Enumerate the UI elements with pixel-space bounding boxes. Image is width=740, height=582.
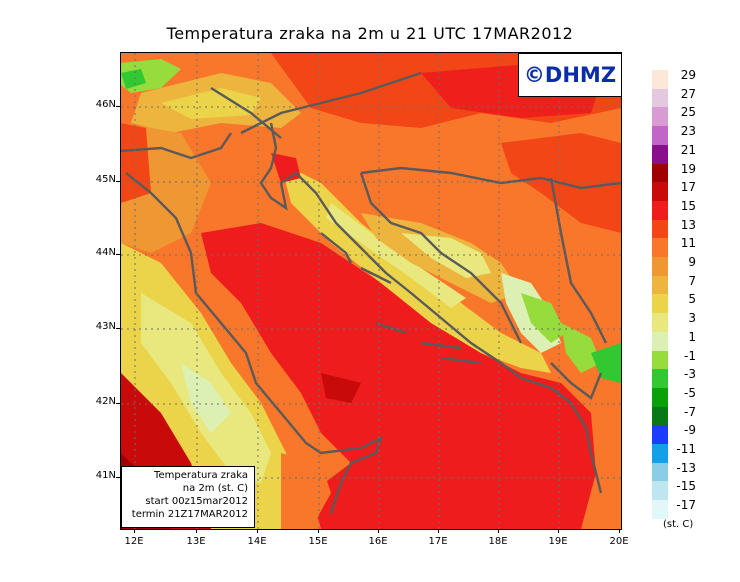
legend-swatch: [652, 275, 668, 295]
lon-tick: [619, 529, 620, 533]
legend-swatch: [652, 331, 668, 351]
lon-label-17e: 17E: [428, 536, 448, 547]
legend-swatch: [652, 144, 668, 164]
legend-swatch: [652, 313, 668, 333]
lon-label-16e: 16E: [368, 536, 388, 547]
legend-label: -3: [684, 367, 696, 382]
legend-label: 27: [680, 86, 696, 101]
map-title: Temperatura zraka na 2m u 21 UTC 17MAR20…: [166, 24, 574, 43]
legend-label: -5: [684, 385, 696, 400]
lon-tick: [196, 529, 197, 533]
info-line-4: termin 21Z17MAR2012: [131, 509, 248, 520]
legend-label: -15: [676, 479, 696, 494]
legend-label: -1: [684, 348, 696, 363]
lon-label-14e: 14E: [247, 536, 267, 547]
legend-label: 25: [680, 105, 696, 120]
legend-swatch: [652, 500, 668, 520]
legend-swatch: [652, 107, 668, 127]
legend-label: -11: [676, 442, 696, 456]
legend-swatch: [652, 425, 668, 445]
legend-label: 21: [680, 142, 696, 157]
legend-label: -9: [684, 423, 696, 438]
temperature-field: [121, 53, 621, 529]
legend-swatch: [652, 481, 668, 501]
temperature-map: ©DHMZ Temperatura zraka na 2m (st. C) st…: [120, 52, 622, 530]
lon-tick: [498, 529, 499, 533]
info-line-3: start 00z15mar2012: [145, 496, 248, 507]
legend-label: 17: [680, 180, 696, 195]
lon-label-20e: 20E: [609, 536, 629, 547]
legend-swatch: [652, 350, 668, 370]
legend-label: -7: [684, 404, 696, 419]
legend-unit: (st. C): [663, 519, 694, 530]
legend-label: 13: [680, 217, 696, 232]
lat-tick: [116, 254, 120, 255]
legend-swatch: [652, 163, 668, 183]
lat-label-44n: 44N: [95, 247, 116, 258]
legend-swatch: [652, 70, 668, 90]
legend-label: -17: [676, 498, 696, 513]
legend-swatch: [652, 182, 668, 202]
lat-label-42n: 42N: [95, 396, 116, 407]
legend-label: 29: [680, 68, 696, 82]
lat-label-43n: 43N: [95, 321, 116, 332]
lat-label-45n: 45N: [95, 174, 116, 185]
legend-swatch: [652, 406, 668, 426]
lat-label-41n: 41N: [95, 470, 116, 481]
legend-swatch: [652, 126, 668, 146]
lon-label-19e: 19E: [548, 536, 568, 547]
legend-swatch: [652, 200, 668, 221]
lon-tick: [257, 529, 258, 533]
lon-label-12e: 12E: [124, 536, 144, 547]
info-line-2: na 2m (st. C): [182, 483, 248, 494]
legend-label: 3: [688, 311, 696, 326]
lat-tick: [116, 477, 120, 478]
legend-label: 9: [688, 255, 696, 269]
lon-tick: [318, 529, 319, 533]
lat-label-46n: 46N: [95, 99, 116, 110]
lat-tick: [116, 106, 120, 107]
legend-label: 15: [680, 198, 696, 213]
map-info-box: Temperatura zraka na 2m (st. C) start 00…: [121, 466, 255, 528]
legend-swatch: [652, 444, 668, 464]
lon-tick: [438, 529, 439, 533]
legend-swatch: [652, 462, 668, 482]
legend-swatch: [652, 238, 668, 258]
legend-label: 19: [680, 161, 696, 176]
legend-swatch: [652, 88, 668, 108]
lon-label-15e: 15E: [308, 536, 328, 547]
info-line-1: Temperatura zraka: [154, 470, 248, 481]
lon-label-13e: 13E: [186, 536, 206, 547]
legend-label: 23: [680, 124, 696, 139]
legend-label: 11: [680, 236, 696, 251]
lon-tick: [134, 529, 135, 533]
legend-label: -13: [676, 460, 696, 475]
legend-label: 7: [688, 273, 696, 288]
lat-tick: [116, 403, 120, 404]
legend-swatch: [652, 219, 668, 239]
lat-tick: [116, 328, 120, 329]
legend-label: 5: [688, 292, 696, 307]
lat-tick: [116, 181, 120, 182]
dhmz-logo: ©DHMZ: [518, 53, 621, 97]
legend-swatch: [652, 369, 668, 389]
lon-tick: [378, 529, 379, 533]
legend-swatch: [652, 387, 668, 408]
legend-label: 1: [688, 329, 696, 344]
legend-swatch: [652, 294, 668, 314]
lon-tick: [558, 529, 559, 533]
legend-swatch: [652, 257, 668, 277]
lon-label-18e: 18E: [488, 536, 508, 547]
